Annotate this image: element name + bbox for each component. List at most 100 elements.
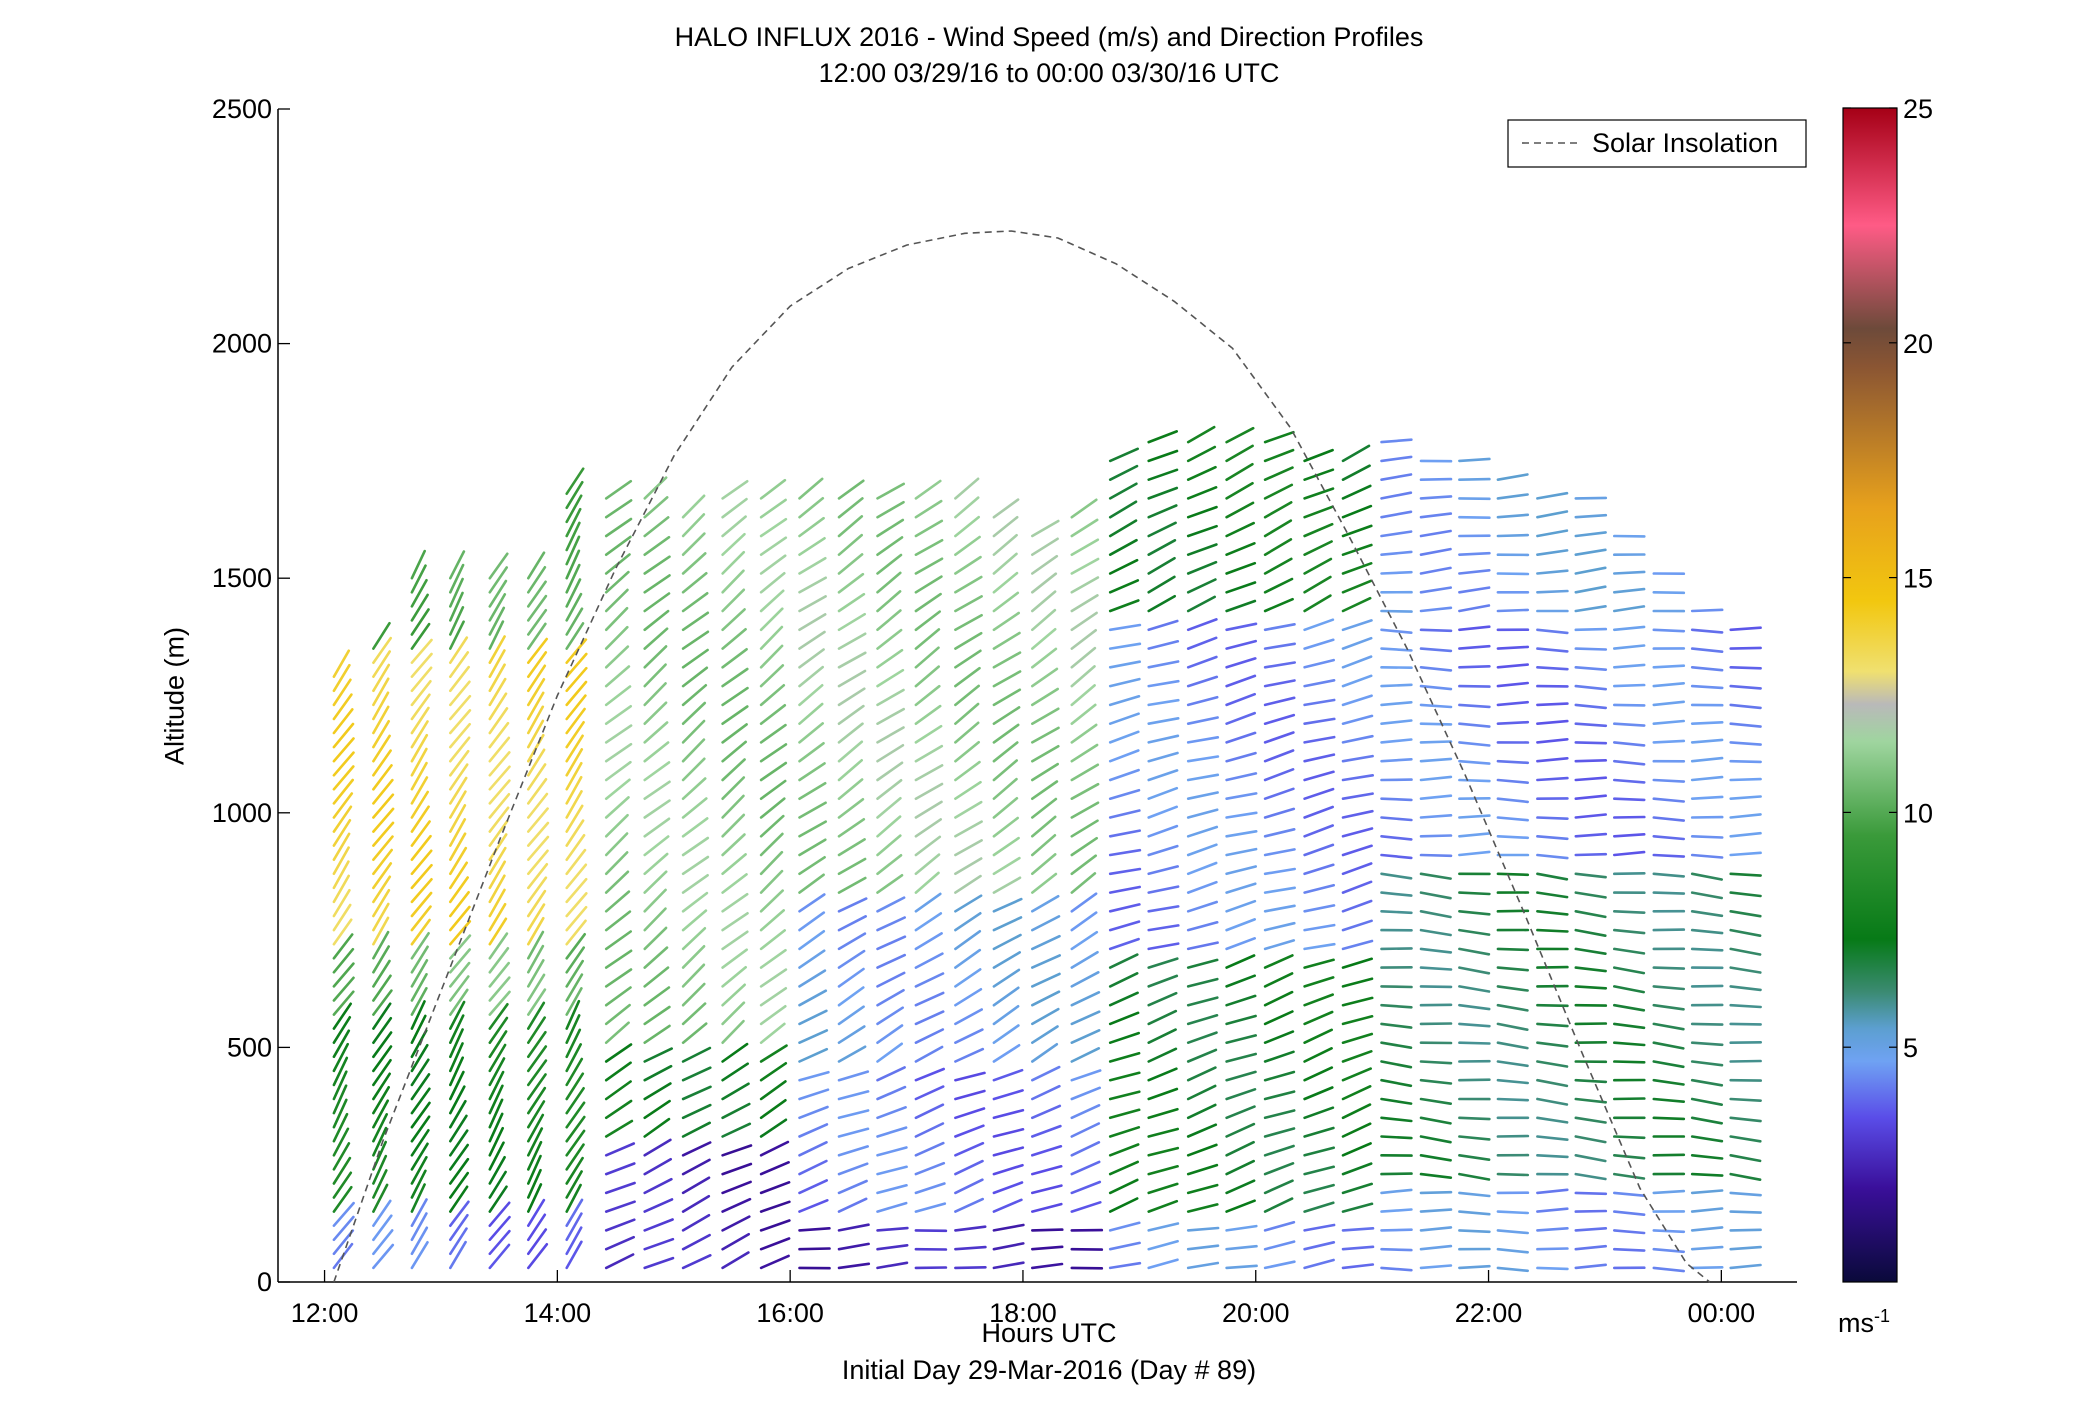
wind-barb [565,1212,583,1242]
wind-barb [681,891,709,913]
wind-barb [1341,1162,1373,1176]
wind-barb [410,564,427,594]
wind-barb [448,1157,470,1185]
wind-barb [488,792,511,819]
wind-barb [1613,1097,1646,1101]
wind-barb [681,944,706,969]
wind-barb [643,645,668,669]
wind-barb [448,1114,468,1143]
wind-barb [876,761,904,782]
wind-barb [1652,1266,1685,1273]
wind-barb [1225,1014,1257,1026]
wind-barb [332,1142,351,1171]
wind-barb [410,1058,430,1087]
wind-barb [1303,658,1335,669]
wind-barb [1147,1047,1178,1063]
wind-barb [1186,977,1219,988]
wind-barb [1690,1207,1724,1213]
wind-barb [1225,639,1257,650]
wind-barb [954,515,981,538]
wind-barb [448,651,470,679]
wind-barb [1574,1209,1608,1213]
wind-barb [1031,1025,1059,1044]
wind-barb [1147,1258,1179,1270]
wind-barb [643,986,671,1007]
wind-barb [448,1213,469,1242]
wind-barb [526,903,546,932]
wind-barb [526,664,547,693]
wind-barb [759,948,787,969]
wind-barb [488,932,509,960]
wind-barb [837,1179,868,1195]
wind-barb [1496,1266,1529,1273]
wind-barb [1186,825,1219,838]
wind-barb [1613,683,1646,688]
wind-barb [332,722,355,749]
wind-barb [1496,572,1530,576]
wind-barb [1690,909,1724,918]
wind-barb [1186,560,1218,575]
wind-barb [410,959,429,988]
wind-barb [1303,448,1334,463]
wind-barb [1303,468,1335,482]
wind-barb [565,1014,581,1044]
wind-barb [1108,660,1141,669]
wind-barb [837,592,866,613]
wind-barb [1536,719,1569,726]
wind-barb [565,652,588,679]
wind-barb [488,765,511,791]
wind-barb [643,1177,673,1195]
wind-barb [1419,794,1453,801]
wind-barb [332,1002,353,1030]
wind-barb [1536,1041,1569,1048]
wind-barb [1341,714,1374,726]
wind-barb [372,1086,391,1115]
wind-barb [488,1201,511,1227]
wind-barb [914,871,940,894]
wind-barb [1652,1189,1686,1195]
wind-barb [1263,1260,1296,1270]
wind-barb [1729,1172,1762,1181]
wind-barb [1031,1202,1063,1213]
wind-barb [837,687,866,707]
wind-barb [876,648,904,669]
wind-barb [643,609,670,632]
wind-barb [1613,850,1646,857]
wind-barb [837,967,865,988]
wind-barb [681,683,708,707]
wind-barb [1458,985,1491,993]
wind-barb [1690,775,1724,782]
wind-barb [1380,1097,1413,1105]
wind-barb [1108,920,1141,932]
wind-barb [1303,923,1336,932]
wind-barb [1108,1051,1141,1063]
wind-barb [448,1014,465,1044]
wind-barb [1458,1041,1491,1045]
wind-barb [798,911,826,932]
wind-barb [643,1099,671,1120]
wind-barb [1613,663,1646,669]
wind-barb [1031,833,1057,857]
wind-barb [1690,628,1724,634]
colorbar-scale [1842,107,1898,1283]
wind-barb [1225,954,1256,969]
wind-barb [798,949,826,969]
wind-barb [1341,1227,1375,1232]
colorbar-unit: ms [1838,1308,1874,1338]
wind-barb [1031,780,1059,801]
wind-barb [1341,543,1373,557]
x-tick-label: 12:00 [291,1298,359,1328]
wind-barb [681,1158,711,1176]
wind-barb [1458,1154,1491,1161]
wind-barb [488,846,507,876]
wind-barb [759,571,786,594]
wind-barb [837,797,865,819]
wind-barb [643,907,667,932]
wind-barb [1690,608,1724,613]
wind-barb [1458,586,1491,594]
wind-barb [643,555,671,575]
wind-barb [1303,1066,1334,1082]
wind-barb [954,1089,986,1101]
wind-barb [526,916,545,946]
x-axis-label: Hours UTC [981,1318,1117,1348]
